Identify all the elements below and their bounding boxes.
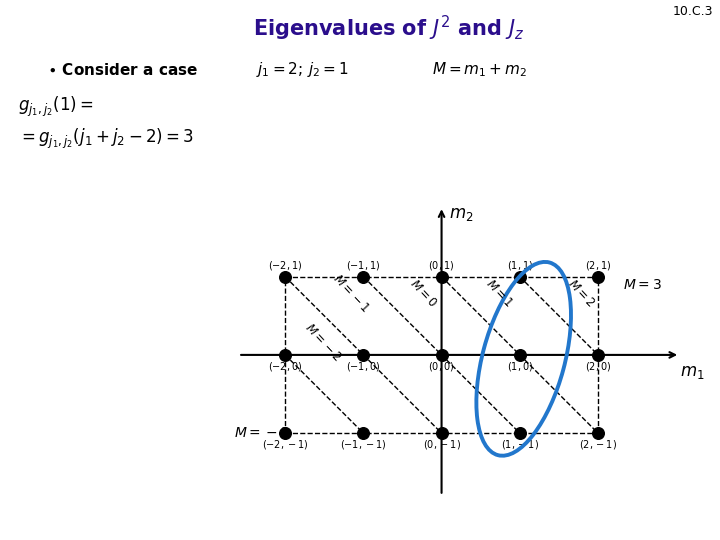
Text: $( - 1, - 1)$: $( - 1, - 1)$ <box>341 438 387 451</box>
Text: $( - 2, 0)$: $( - 2, 0)$ <box>268 360 302 373</box>
Point <box>436 272 447 281</box>
Point <box>358 429 369 437</box>
Point <box>436 429 447 437</box>
Text: $M = 0$: $M = 0$ <box>407 277 439 310</box>
Text: $(2, 0)$: $(2, 0)$ <box>585 360 611 373</box>
Point <box>514 350 526 359</box>
Text: 10.C.3: 10.C.3 <box>672 5 713 18</box>
Text: $(1, 1)$: $(1, 1)$ <box>507 259 533 272</box>
Point <box>279 429 291 437</box>
Point <box>593 429 604 437</box>
Text: $(1, 0)$: $(1, 0)$ <box>507 360 533 373</box>
Point <box>593 272 604 281</box>
Point <box>436 350 447 359</box>
Text: $= g_{j_1,j_2}(j_1 + j_2 - 2) = 3$: $= g_{j_1,j_2}(j_1 + j_2 - 2) = 3$ <box>18 127 194 151</box>
Text: $(0, 1)$: $(0, 1)$ <box>428 259 454 272</box>
Point <box>358 350 369 359</box>
Text: $m_2$: $m_2$ <box>449 205 474 223</box>
Text: $M = 3$: $M = 3$ <box>623 278 662 292</box>
Text: $(0, - 1)$: $(0, - 1)$ <box>423 438 461 451</box>
Text: $\bullet$ Consider a case: $\bullet$ Consider a case <box>47 62 198 78</box>
Text: $j_1 = 2;\, j_2 = 1$: $j_1 = 2;\, j_2 = 1$ <box>256 60 348 79</box>
Text: $M = -2$: $M = -2$ <box>302 321 344 364</box>
Text: Eigenvalues of $J^2$ and $J_z$: Eigenvalues of $J^2$ and $J_z$ <box>253 14 525 43</box>
Text: $( - 1, 0)$: $( - 1, 0)$ <box>346 360 380 373</box>
Text: $( - 1, 1)$: $( - 1, 1)$ <box>346 259 380 272</box>
Point <box>279 350 291 359</box>
Text: $M = -3$: $M = -3$ <box>234 426 290 440</box>
Point <box>514 429 526 437</box>
Text: $M = -1$: $M = -1$ <box>330 272 372 315</box>
Text: $g_{j_1,j_2}(1) =$: $g_{j_1,j_2}(1) =$ <box>18 94 94 119</box>
Point <box>358 272 369 281</box>
Text: $M = 2$: $M = 2$ <box>566 277 598 310</box>
Text: $m_1$: $m_1$ <box>680 363 705 381</box>
Text: $( - 2,1)$: $( - 2,1)$ <box>268 259 302 272</box>
Text: $(2, - 1)$: $(2, - 1)$ <box>579 438 617 451</box>
Text: $(1, - 1)$: $(1, - 1)$ <box>500 438 539 451</box>
Text: $(0, 0)$: $(0, 0)$ <box>428 360 454 373</box>
Point <box>593 350 604 359</box>
Text: $( - 2, - 1)$: $( - 2, - 1)$ <box>262 438 308 451</box>
Point <box>279 272 291 281</box>
Text: $(2, 1)$: $(2, 1)$ <box>585 259 611 272</box>
Text: $M = m_1 + m_2$: $M = m_1 + m_2$ <box>432 60 527 79</box>
Point <box>514 272 526 281</box>
Text: $M = 1$: $M = 1$ <box>484 277 516 310</box>
